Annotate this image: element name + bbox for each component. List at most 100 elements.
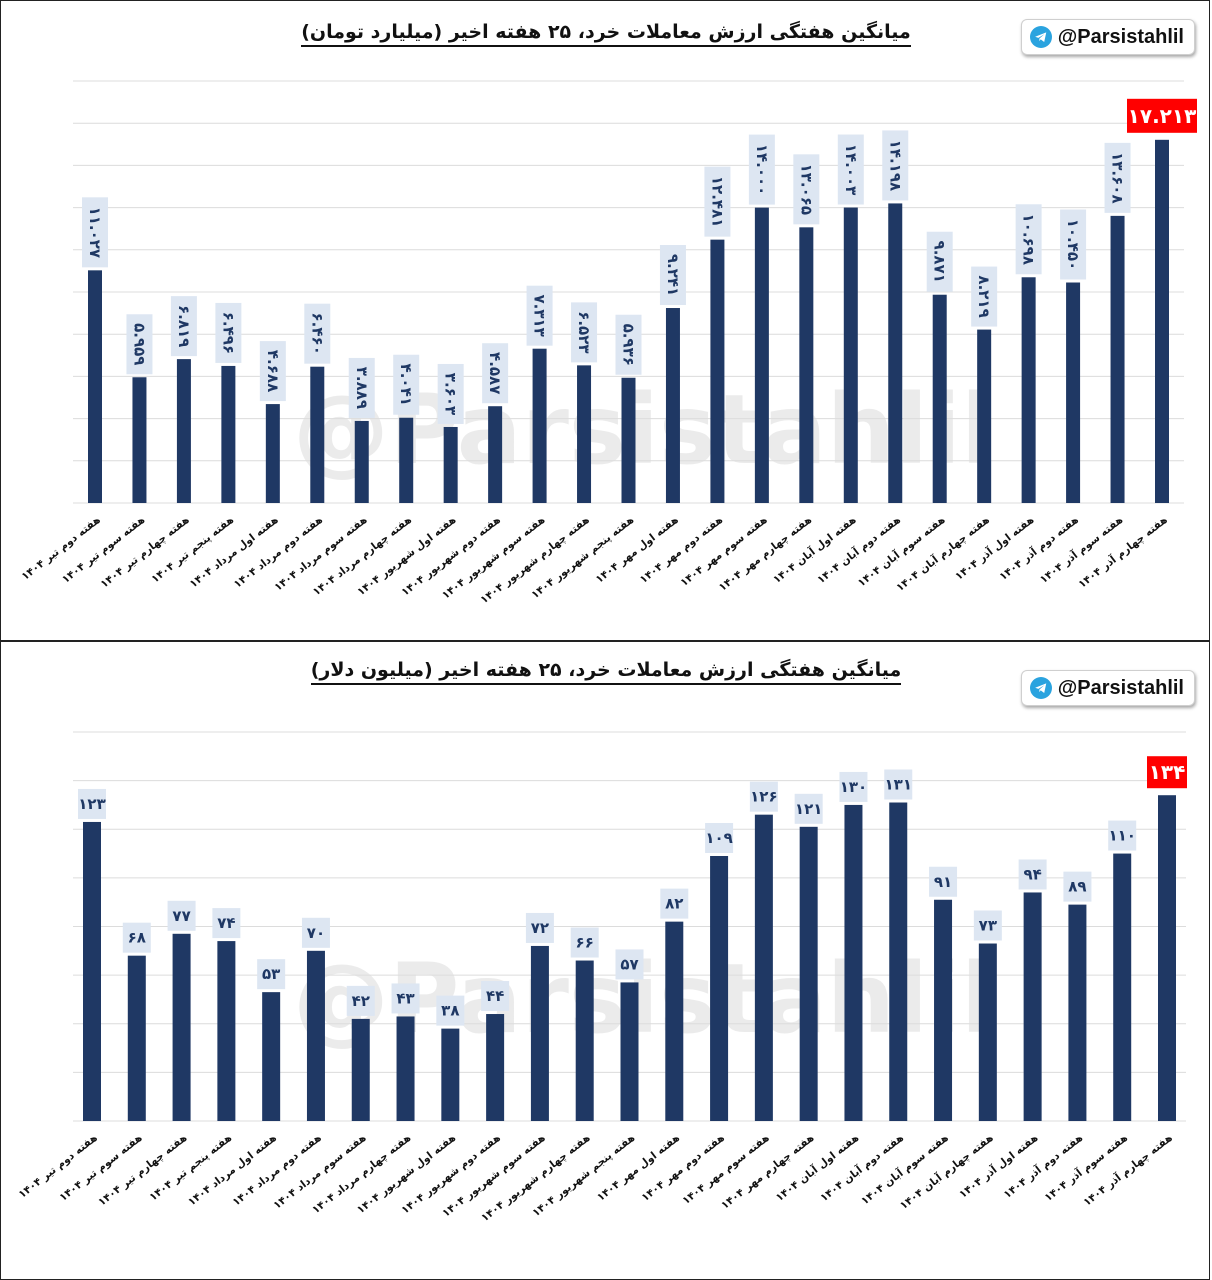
value-label: ۱۰.۶۹۸ xyxy=(1020,214,1038,265)
bar xyxy=(1066,282,1081,503)
bar xyxy=(354,420,369,503)
bar xyxy=(888,203,903,504)
value-label: ۱۴.۱۹۸ xyxy=(886,140,904,191)
value-label: ۱۰۹ xyxy=(705,829,732,847)
bar xyxy=(221,365,236,503)
bar xyxy=(306,950,325,1121)
value-label-box xyxy=(926,231,953,292)
bar xyxy=(620,982,639,1121)
value-label-box xyxy=(973,910,1002,941)
chart-panel-dollar: میانگین هفتگی ارزش معاملات خرد، ۲۵ هفته … xyxy=(0,641,1210,1280)
bar xyxy=(978,943,997,1121)
value-label-box xyxy=(391,983,420,1014)
category-label: هفته دوم آذر ۱۴۰۴ xyxy=(1001,1131,1085,1201)
value-label-box xyxy=(882,130,909,201)
value-label: ۱۷.۲۱۳ xyxy=(1128,104,1197,128)
value-label: ۸.۲۱۹ xyxy=(975,275,993,317)
category-label: هفته دوم آبان ۱۴۰۴ xyxy=(818,1131,907,1204)
value-label: ۹.۸۷۱ xyxy=(931,241,949,283)
value-label-box xyxy=(1060,209,1087,280)
bar xyxy=(621,377,636,503)
bar xyxy=(176,359,191,503)
value-label: ۱۲۱ xyxy=(795,800,822,818)
category-label: هفته اول آذر ۱۴۰۴ xyxy=(957,1131,1041,1201)
value-label: ۶.۸۱۹ xyxy=(175,305,193,347)
bar xyxy=(932,294,947,503)
value-label-box xyxy=(481,981,510,1012)
bar xyxy=(799,826,818,1121)
category-label: هفته اول آبان ۱۴۰۴ xyxy=(773,1131,861,1204)
category-label: هفته دوم تیر ۱۴۰۴ xyxy=(16,1132,99,1201)
value-label-box xyxy=(793,154,820,225)
value-label-box xyxy=(839,771,868,802)
value-label: ۷۰ xyxy=(307,924,325,942)
bar xyxy=(977,329,992,503)
value-label-box xyxy=(259,341,286,402)
value-label: ۶۶ xyxy=(576,934,594,952)
bar xyxy=(1068,904,1087,1121)
bar xyxy=(799,227,814,504)
value-label: ۱۳.۶۰۸ xyxy=(1109,152,1127,203)
chart-panel-toman: میانگین هفتگی ارزش معاملات خرد، ۲۵ هفته … xyxy=(0,0,1210,641)
value-label-box xyxy=(748,134,775,205)
value-label-box xyxy=(1063,871,1092,902)
brand-badge[interactable]: @Parsistahlil xyxy=(1020,19,1195,55)
value-label-box xyxy=(1127,98,1197,133)
value-label: ۱۲۳ xyxy=(78,795,105,813)
category-label: هفته پنجم تیر ۱۴۰۴ xyxy=(147,1132,234,1204)
value-label-box xyxy=(615,314,642,375)
value-label-box xyxy=(659,245,686,306)
bar xyxy=(88,270,102,503)
value-label: ۹.۲۴۱ xyxy=(664,254,682,296)
value-label-box xyxy=(170,296,197,357)
brand-handle: @Parsistahlil xyxy=(1057,25,1184,48)
value-label: ۶.۴۹۶ xyxy=(219,312,237,354)
value-label-box xyxy=(971,266,998,327)
brand-badge[interactable]: @Parsistahlil xyxy=(1020,670,1195,706)
value-label-box xyxy=(122,922,151,953)
value-label-box xyxy=(1015,204,1042,275)
value-label: ۱۲۶ xyxy=(750,788,777,806)
value-label-box xyxy=(571,302,598,363)
bar xyxy=(486,1014,505,1121)
value-label-box xyxy=(1018,859,1047,890)
bar xyxy=(488,406,503,503)
value-label-box xyxy=(615,949,644,980)
category-label: هفته اول آبان ۱۴۰۴ xyxy=(770,513,858,586)
bar xyxy=(1158,795,1176,1121)
value-label: ۱۳۰ xyxy=(840,778,867,796)
value-label: ۷.۳۱۳ xyxy=(531,295,549,337)
value-label: ۳.۸۸۹ xyxy=(353,367,371,409)
value-label: ۱۰.۴۵۰ xyxy=(1064,219,1082,270)
bar xyxy=(1021,277,1036,503)
value-label-box xyxy=(304,303,331,364)
value-label-box xyxy=(749,781,778,812)
category-label: هفته سوم تیر ۱۴۰۴ xyxy=(57,1132,144,1204)
telegram-icon xyxy=(1029,677,1052,699)
value-label: ۶۸ xyxy=(128,929,146,947)
bar xyxy=(265,404,280,503)
chart-title-toman: میانگین هفتگی ارزش معاملات خرد، ۲۵ هفته … xyxy=(1,21,1209,47)
value-label-box xyxy=(78,788,106,819)
category-label: هفته اول مهر ۱۴۰۴ xyxy=(594,514,681,586)
category-label: هفته سوم آذر ۱۴۰۴ xyxy=(1037,513,1125,586)
value-label: ۴۳ xyxy=(396,989,414,1007)
bar xyxy=(665,921,684,1121)
bar xyxy=(575,960,594,1121)
bar xyxy=(217,941,236,1121)
category-label: هفته سوم تیر ۱۴۰۴ xyxy=(60,514,147,586)
value-label: ۱۴.۰۰۰ xyxy=(753,144,771,195)
value-label-box xyxy=(660,888,689,919)
bar xyxy=(710,239,725,504)
value-label: ۱۳۱ xyxy=(885,776,912,794)
value-label: ۱۴.۰۰۳ xyxy=(842,144,860,195)
value-label: ۸۹ xyxy=(1068,878,1086,896)
bar xyxy=(127,955,146,1121)
value-label: ۴۴ xyxy=(486,987,504,1005)
category-label: هفته دوم مهر ۱۴۰۴ xyxy=(639,1132,727,1204)
bar xyxy=(83,821,101,1121)
value-label-box xyxy=(301,917,330,948)
bar xyxy=(1110,215,1125,503)
value-label: ۱۱۰ xyxy=(1108,827,1135,845)
